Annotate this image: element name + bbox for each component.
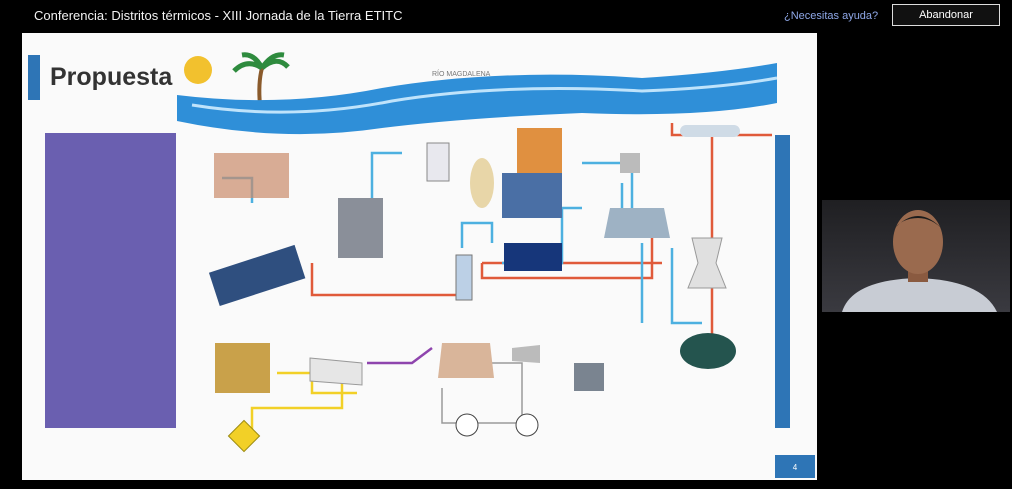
river-label: RÍO MAGDALENA [432, 69, 491, 78]
purple-panel [45, 133, 176, 428]
shared-slide: Propuesta RÍO MAGDALENA [22, 33, 817, 480]
help-link[interactable]: ¿Necesitas ayuda? [784, 10, 878, 22]
top-bar: Conferencia: Distritos térmicos - XIII J… [0, 0, 1012, 31]
leave-button[interactable]: Abandonar [892, 4, 1000, 26]
participant-video [822, 200, 1010, 312]
participant-figure [822, 200, 1010, 312]
meeting-window: {"window": {"title": "Conferencia: Distr… [0, 0, 1012, 489]
page-number: 4 [793, 463, 798, 472]
meeting-title: Conferencia: Distritos térmicos - XIII J… [34, 8, 402, 23]
right-accent [775, 135, 790, 428]
slide-title: Propuesta [50, 63, 173, 91]
title-accent [28, 55, 40, 100]
sun-icon [184, 56, 212, 84]
